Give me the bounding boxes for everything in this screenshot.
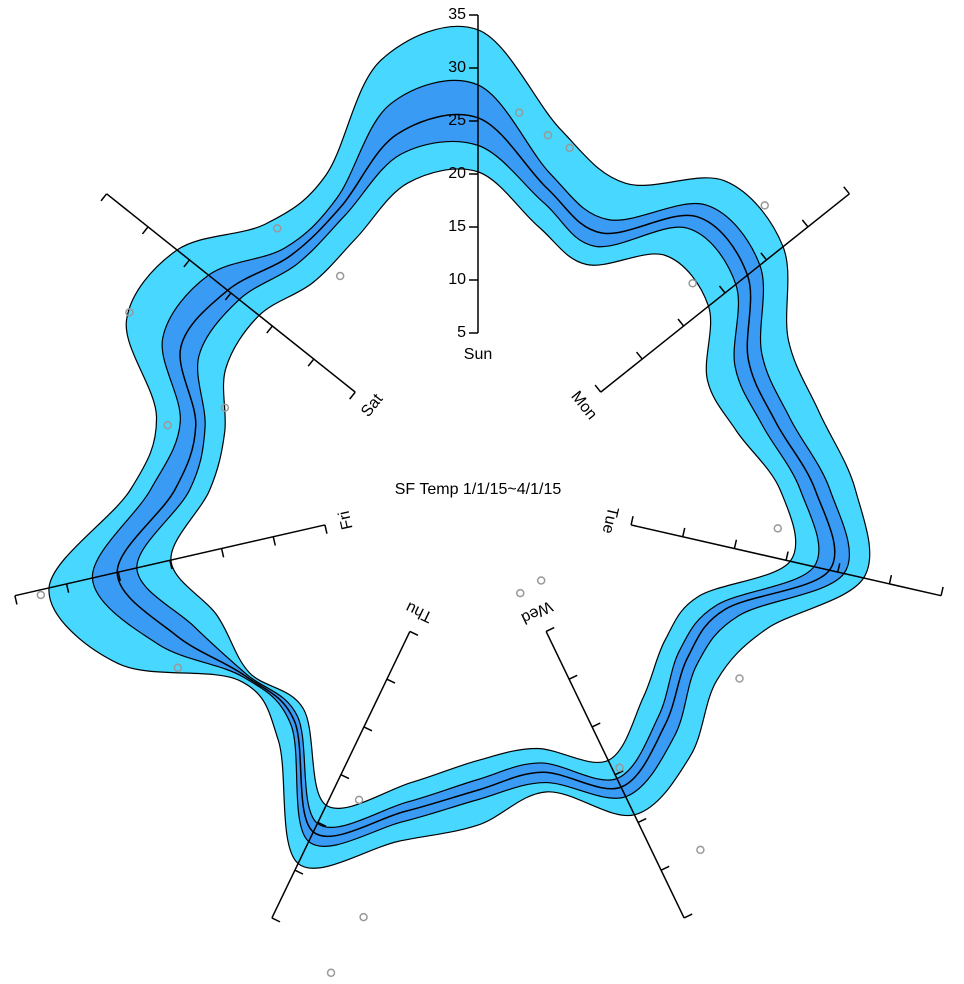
tick-mark [660,865,670,871]
outlier [514,108,524,117]
tick-mark [386,678,396,684]
tick-mark [224,292,232,301]
tick-mark [65,583,70,593]
tick-mark [117,571,121,582]
tick-mark [682,527,686,537]
outlier [516,588,525,598]
outlier [615,763,624,773]
outlier [335,271,345,281]
tick-mark [837,563,841,573]
outlier [735,674,744,683]
axis-label: Sat [358,391,387,421]
outlier [220,403,230,412]
outlier [536,576,546,585]
tick-mark [100,193,108,202]
outlier [688,279,697,288]
tick-mark [760,252,768,261]
tick-mark [637,817,647,824]
bands [48,25,871,869]
tick-mark [785,551,789,561]
axis: Tue [599,505,944,597]
axis-label: Fri [336,509,357,531]
tick-label: 20 [448,165,466,182]
tick-mark [591,722,601,728]
outlier [354,795,364,805]
band [48,25,871,869]
median-line [116,113,836,838]
tick-label: 5 [457,324,466,341]
tick-mark [349,391,356,400]
tick-mark [843,186,850,195]
outlier [565,143,574,153]
tick-mark [266,325,273,334]
tick-mark [568,674,578,680]
axis-label: Wed [518,597,555,626]
tick-label: 15 [448,218,466,235]
tick-mark [594,384,602,393]
tick-mark [169,560,173,570]
axis-label: Tue [599,505,622,535]
tick-mark [409,630,419,637]
axes: 5 10 15 20 25 30 35 Sun Mon Tue Wed Thu Fri Sat [14,6,944,923]
outlier [543,130,553,140]
tick-mark [718,285,726,294]
outlier [125,308,134,317]
tick-mark [545,626,555,633]
tick-mark [940,586,944,596]
tick-mark [141,226,149,235]
tick-mark [317,821,327,828]
tick-mark [14,595,18,605]
axis: Fri [14,509,357,605]
chart-title: SF Temp 1/1/15~4/1/15 [395,481,562,498]
axis-label: Thu [403,598,435,625]
axis-label: Mon [567,388,600,423]
axis-label: Sun [464,346,492,363]
band [91,79,850,847]
tick-mark [677,318,685,327]
tick-mark [614,770,624,776]
outlier [163,420,172,430]
tick-mark [324,524,328,534]
outlier [696,845,705,855]
tick-mark [630,515,634,526]
outliers [36,108,783,978]
outlier [773,524,783,533]
outlier [272,224,282,233]
tick-mark [888,574,893,585]
outlier [760,201,769,210]
tick-mark [635,351,643,360]
tick-label: 35 [448,6,466,23]
tick-label: 10 [448,271,466,288]
tick-mark [183,259,191,268]
outlier [326,968,336,978]
tick-mark [363,726,373,732]
outlier [359,912,368,922]
tick-mark [220,548,225,558]
tick-label: 30 [448,59,466,76]
tick-mark [733,539,738,549]
axis-line [630,524,942,597]
outlier [173,663,183,673]
outlier [36,590,46,600]
axis: 5 10 15 20 25 30 35 Sun [448,6,492,363]
tick-mark [340,774,350,780]
tick-mark [294,869,304,875]
axis-line [545,631,685,919]
tick-mark [801,219,809,228]
tick-mark [683,913,693,919]
tick-mark [271,917,281,923]
tick-label: 25 [448,112,466,129]
tick-mark [272,536,276,546]
tick-mark [307,358,315,367]
